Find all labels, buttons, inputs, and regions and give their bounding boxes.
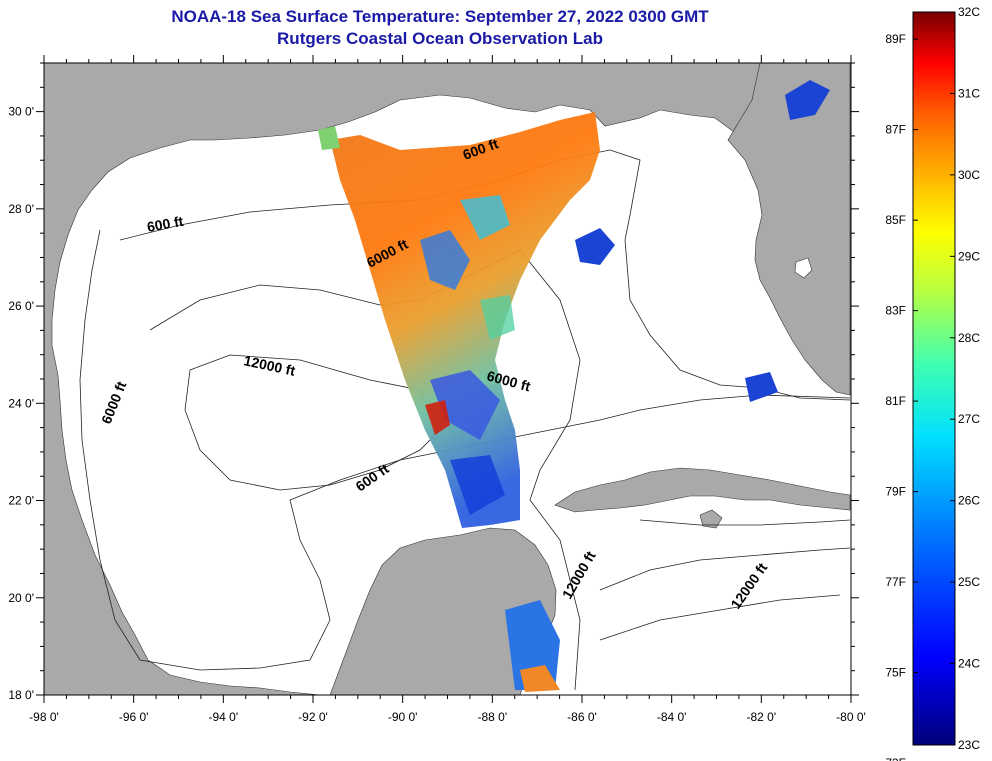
lon-label: -86 0' — [567, 710, 597, 724]
contour-label: 600 ft — [146, 213, 185, 235]
map-panel — [44, 63, 851, 695]
fahrenheit-label: 81F — [885, 394, 906, 408]
fahrenheit-label: 89F — [885, 32, 906, 46]
colorbar-fahrenheit-labels: 89F 87F 85F 83F 81F 79F 77F 75F 73F — [885, 32, 918, 761]
lat-label: 30 0' — [8, 105, 34, 119]
lon-label: -88 0' — [478, 710, 508, 724]
land-cuba — [554, 467, 851, 513]
fahrenheit-label: 77F — [885, 575, 906, 589]
lon-label: -84 0' — [657, 710, 687, 724]
land-florida-mainland — [727, 63, 851, 396]
fahrenheit-label: 75F — [885, 666, 906, 680]
fahrenheit-label: 85F — [885, 213, 906, 227]
colorbar — [912, 11, 956, 746]
sst-swath — [330, 112, 600, 528]
bathymetry-contours — [79, 149, 851, 691]
latitude-labels: 30 0' 28 0' 26 0' 24 0' 22 0' 20 0' 18 0' — [8, 105, 34, 702]
sst-swath-patches — [318, 80, 830, 692]
lat-label: 20 0' — [8, 591, 34, 605]
lat-label: 24 0' — [8, 396, 34, 410]
fahrenheit-label: 87F — [885, 123, 906, 137]
celsius-label: 31C — [958, 86, 980, 100]
lon-label: -80 0' — [836, 710, 866, 724]
lon-label: -94 0' — [209, 710, 239, 724]
lat-label: 22 0' — [8, 494, 34, 508]
celsius-label: 30C — [958, 168, 980, 182]
lon-label: -82 0' — [747, 710, 777, 724]
celsius-label: 27C — [958, 412, 980, 426]
lon-label: -98 0' — [29, 710, 59, 724]
lon-label: -90 0' — [388, 710, 418, 724]
lon-label: -96 0' — [119, 710, 149, 724]
celsius-label: 28C — [958, 331, 980, 345]
lat-label: 28 0' — [8, 202, 34, 216]
celsius-label: 24C — [958, 657, 980, 671]
celsius-label: 32C — [958, 5, 980, 19]
fahrenheit-label: 73F — [885, 756, 906, 761]
lon-label: -92 0' — [298, 710, 328, 724]
lat-label: 26 0' — [8, 299, 34, 313]
map-subtitle: Rutgers Coastal Ocean Observation Lab — [277, 29, 603, 48]
celsius-label: 23C — [958, 738, 980, 752]
celsius-label: 25C — [958, 575, 980, 589]
fahrenheit-label: 79F — [885, 485, 906, 499]
fahrenheit-label: 83F — [885, 304, 906, 318]
map-title: NOAA-18 Sea Surface Temperature: Septemb… — [171, 7, 709, 26]
lat-label: 18 0' — [8, 688, 34, 702]
celsius-label: 26C — [958, 494, 980, 508]
longitude-labels: -98 0' -96 0' -94 0' -92 0' -90 0' -88 0' -86 … — [29, 710, 866, 724]
colorbar-celsius-labels: 32C 31C 30C 29C 28C 27C 26C 25C 24C 23C — [950, 5, 980, 752]
land-isla-de-la-juventud — [699, 509, 723, 529]
axis-ticks — [36, 55, 859, 703]
celsius-label: 29C — [958, 249, 980, 263]
land-lake-okeechobee — [794, 257, 813, 279]
